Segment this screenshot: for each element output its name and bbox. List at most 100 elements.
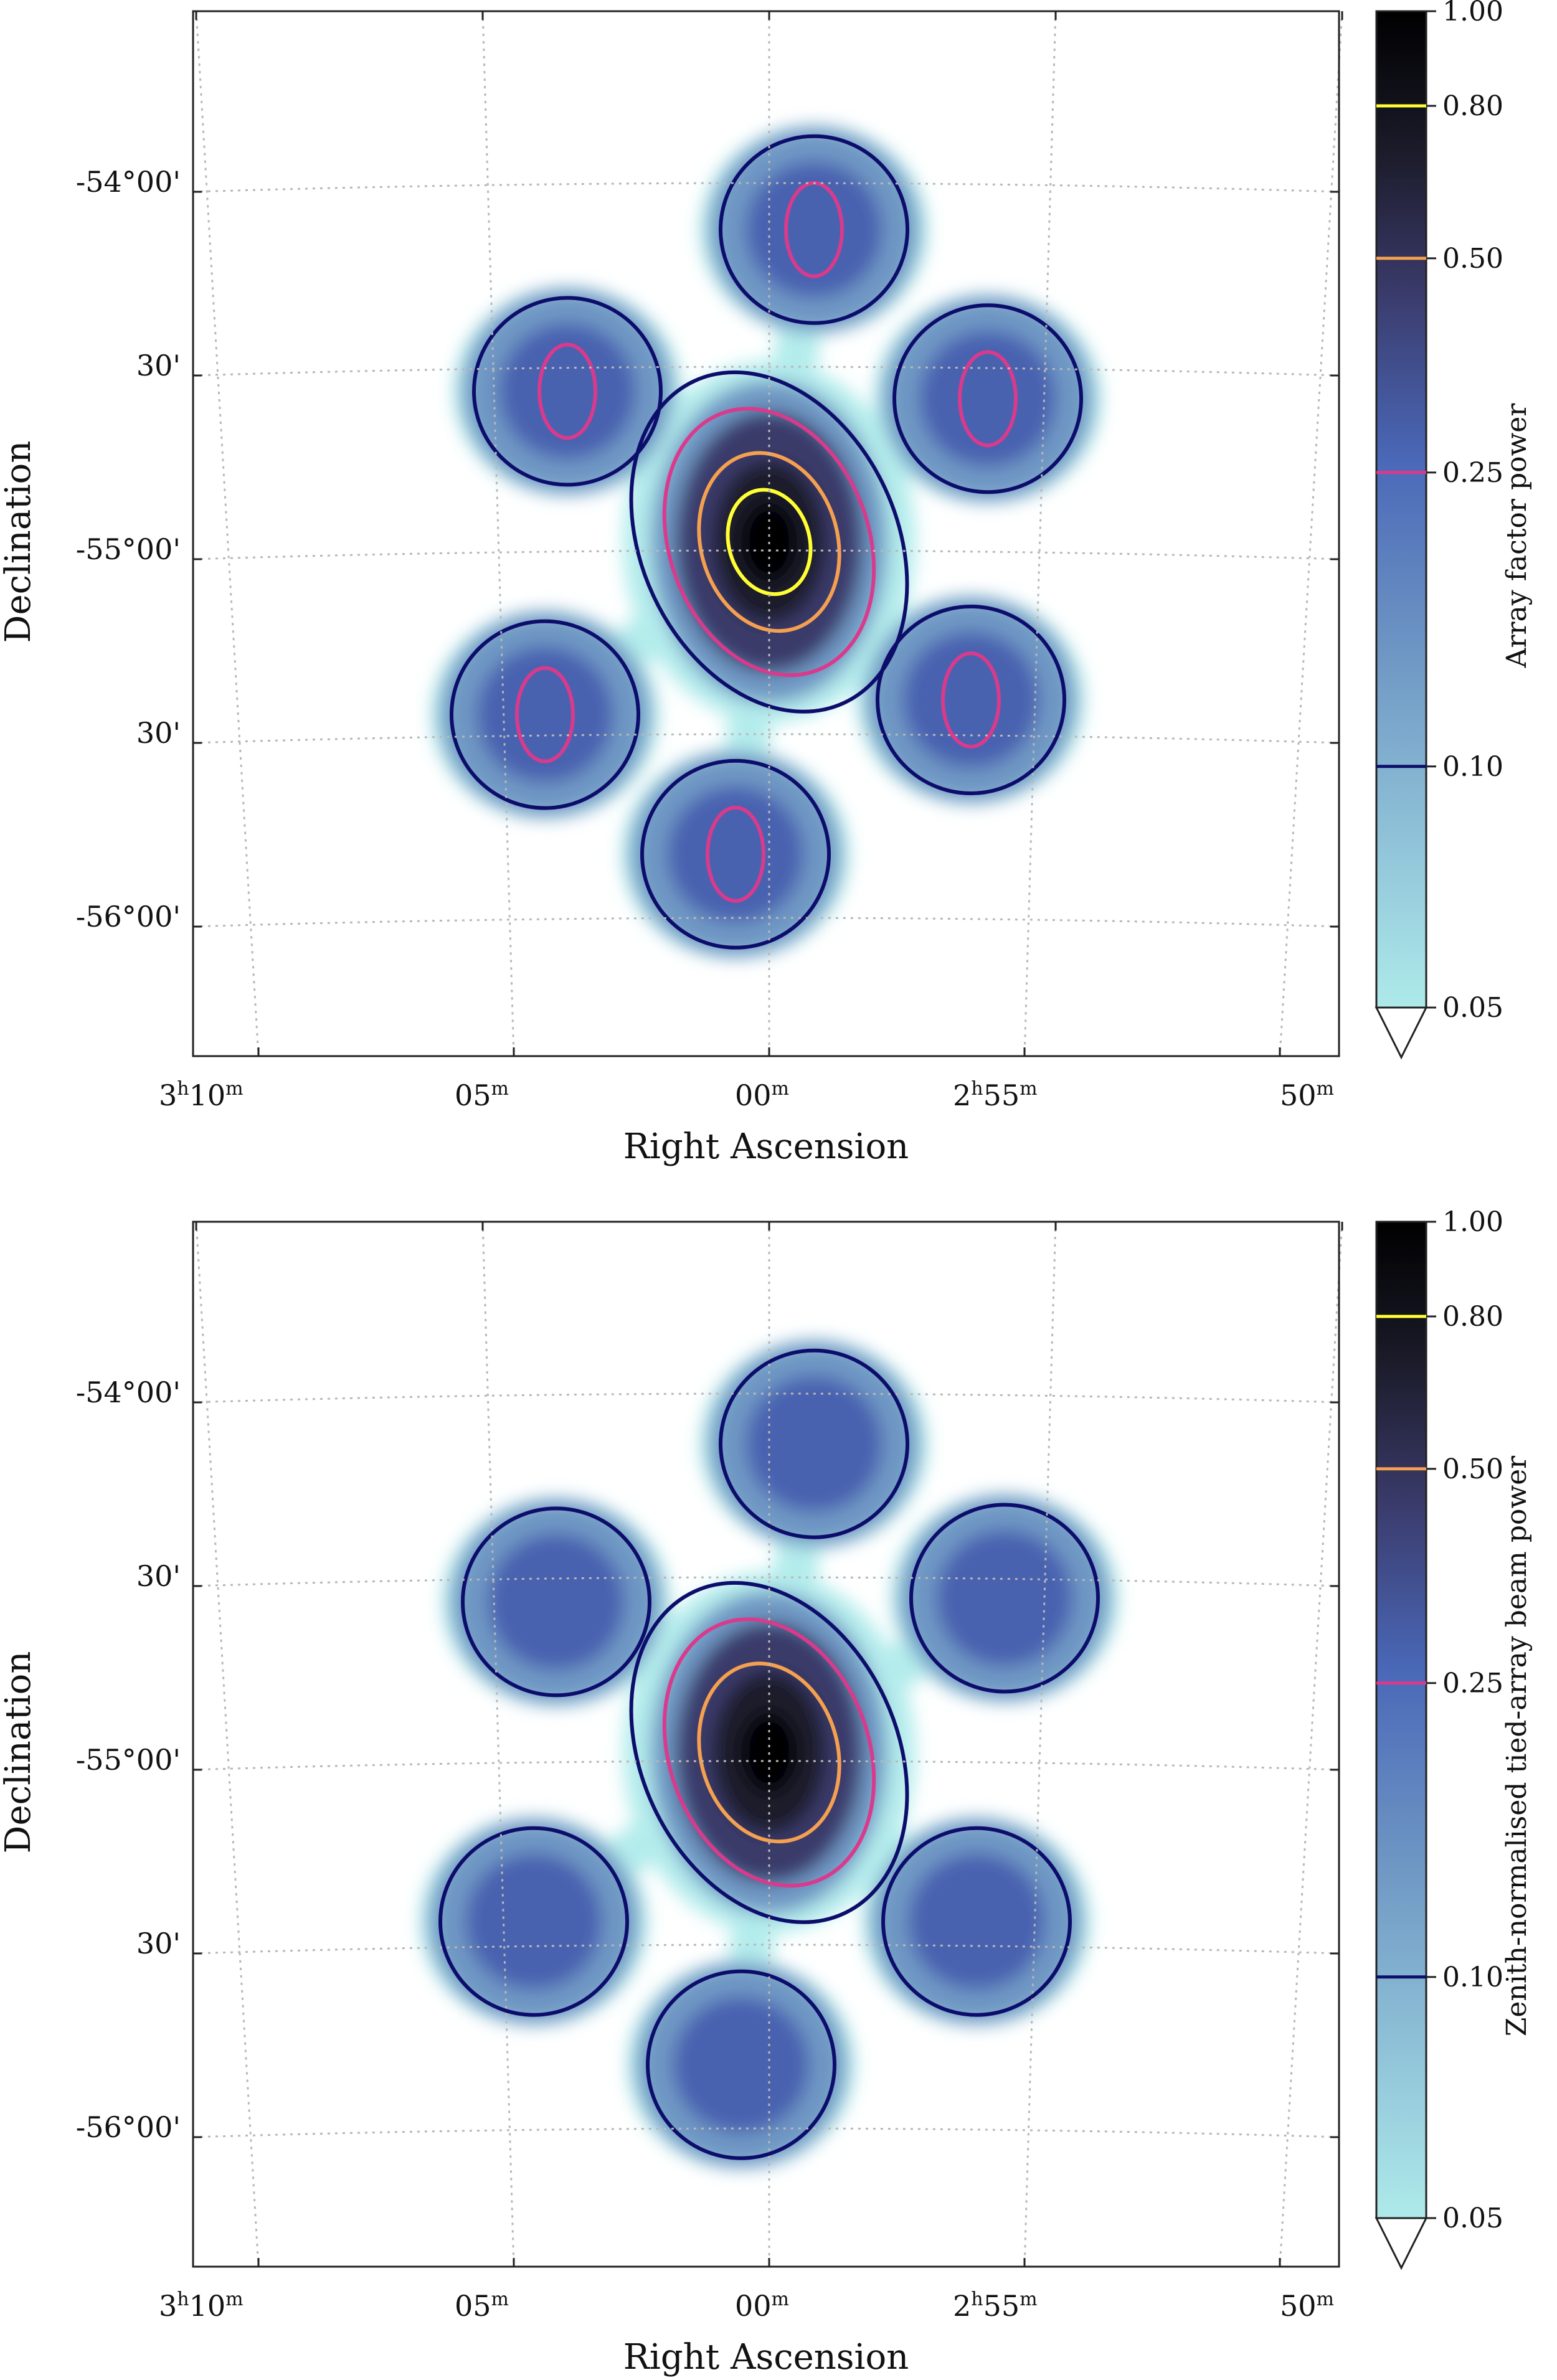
colorbar-frame bbox=[1375, 1221, 1427, 2219]
x-tick-label: 05m bbox=[455, 1078, 509, 1113]
ra-gridline bbox=[481, 1221, 515, 2267]
x-axis-title: Right Ascension bbox=[623, 2337, 909, 2378]
x-tick-labels: 3h10m 05m 00m 2h55m 50m bbox=[159, 2288, 1334, 2323]
colorbar-tick-label: 0.10 bbox=[1442, 1962, 1503, 1993]
colorbar-ticks: 1.00 0.80 0.50 0.25 0.10 0.05 bbox=[1376, 1206, 1503, 2234]
contour-0.10 bbox=[461, 1506, 651, 1698]
lobe-core bbox=[936, 1529, 1073, 1667]
ra-gridline bbox=[1023, 1221, 1057, 2267]
dec-gridline bbox=[192, 366, 1340, 377]
y-axis-title: Declination bbox=[0, 441, 39, 643]
lobe-core bbox=[745, 1375, 883, 1513]
contour-0.10 bbox=[892, 303, 1083, 494]
lobe-core bbox=[673, 1996, 810, 2133]
contour-0.80 bbox=[726, 488, 813, 597]
contour-0.10 bbox=[646, 1969, 836, 2160]
contour-0.25 bbox=[537, 342, 597, 440]
gridlines bbox=[192, 1221, 1343, 2267]
contour-0.10 bbox=[881, 1826, 1072, 2017]
ra-gridline bbox=[1279, 11, 1343, 1057]
panel-array-factor: 3h10m 05m 00m 2h55m 50m -54°00' 30' -55°… bbox=[0, 0, 1533, 1167]
lobe-core bbox=[908, 1853, 1045, 1990]
y-tick-label: -54°00' bbox=[76, 165, 181, 199]
colorbar-tick-label: 1.00 bbox=[1442, 0, 1503, 27]
x-tick-label: 00m bbox=[735, 1078, 789, 1113]
contour-0.25 bbox=[515, 666, 575, 763]
y-tick-label: -55°00' bbox=[76, 532, 181, 566]
heatmap-layer bbox=[430, 125, 1102, 959]
dec-gridline bbox=[192, 1392, 1340, 1404]
lobe-core bbox=[499, 323, 636, 460]
contour-0.25 bbox=[958, 350, 1018, 448]
colorbar-tick-label: 0.50 bbox=[1442, 1453, 1503, 1485]
contour-0.10 bbox=[629, 370, 909, 714]
x-tick-label: 3h10m bbox=[159, 1078, 244, 1113]
contour-0.25 bbox=[941, 651, 1001, 748]
plot-frame bbox=[192, 1221, 1340, 2268]
x-tick-label: 50m bbox=[1280, 1078, 1334, 1113]
y-tick-label: -54°00' bbox=[76, 1376, 181, 1409]
contour-0.10 bbox=[629, 1580, 909, 1924]
colorbar-tick-label: 0.05 bbox=[1442, 992, 1503, 1024]
dec-gridline bbox=[192, 2127, 1340, 2138]
lobe-core bbox=[465, 1853, 602, 1990]
y-tick-label: -56°00' bbox=[76, 2110, 181, 2144]
lobe-core bbox=[902, 631, 1039, 768]
colorbar-frame bbox=[1375, 10, 1427, 1009]
plot-area bbox=[430, 125, 1102, 959]
colorbar: 1.00 0.80 0.50 0.25 0.10 0.05 Zenith-normalis… bbox=[1375, 1206, 1533, 2270]
gridlines bbox=[192, 11, 1343, 1057]
x-tick-label: 2h55m bbox=[953, 1078, 1038, 1113]
y-axis-title: Declination bbox=[0, 1651, 39, 1854]
dec-gridline bbox=[192, 917, 1340, 928]
lobe-core bbox=[919, 330, 1056, 468]
colorbar-tick-label: 0.10 bbox=[1442, 751, 1503, 783]
y-tick-label: -56°00' bbox=[76, 900, 181, 933]
contour-0.10 bbox=[909, 1503, 1100, 1694]
lobe-core bbox=[488, 1533, 625, 1671]
contour-0.25 bbox=[662, 407, 876, 678]
x-tick-label: 05m bbox=[455, 2288, 509, 2323]
contour-0.10 bbox=[472, 296, 663, 487]
lobe-core bbox=[476, 646, 613, 783]
y-tick-label: 30' bbox=[136, 716, 181, 750]
x-tick-labels: 3h10m 05m 00m 2h55m 50m bbox=[159, 1078, 1334, 1113]
colorbar-gradient bbox=[1376, 11, 1426, 1008]
contour-layer bbox=[438, 1348, 1100, 2160]
contour-0.50 bbox=[697, 1661, 841, 1844]
dec-gridline bbox=[192, 549, 1340, 560]
contour-0.10 bbox=[450, 619, 640, 810]
ra-gridline bbox=[1023, 11, 1057, 1057]
lobe-core bbox=[745, 161, 883, 298]
y-tick-label: 30' bbox=[136, 1927, 181, 1960]
colorbar-gradient bbox=[1376, 1222, 1426, 2218]
colorbar-tick-label: 0.50 bbox=[1442, 243, 1503, 275]
panel-tied-array-beam: 3h10m 05m 00m 2h55m 50m -54°00' 30' -55°… bbox=[0, 1206, 1533, 2378]
contour-0.25 bbox=[706, 805, 765, 903]
contour-0.10 bbox=[719, 1348, 909, 1539]
x-tick-label: 2h55m bbox=[953, 2288, 1038, 2323]
y-tick-labels: -54°00' 30' -55°00' 30' -56°00' bbox=[76, 165, 181, 933]
y-tick-label: 30' bbox=[136, 349, 181, 382]
ra-gridline bbox=[195, 11, 260, 1057]
ra-gridline bbox=[1279, 1221, 1343, 2267]
colorbar-title: Zenith-normalised tied-array beam power bbox=[1501, 1455, 1533, 2036]
contour-layer bbox=[450, 134, 1083, 950]
contour-0.25 bbox=[662, 1617, 876, 1888]
dec-gridline bbox=[192, 1760, 1340, 1771]
plot-frame bbox=[192, 10, 1340, 1057]
colorbar-tick-label: 0.25 bbox=[1442, 457, 1503, 489]
x-axis-title: Right Ascension bbox=[623, 1126, 909, 1167]
contour-0.50 bbox=[697, 451, 841, 633]
y-tick-labels: -54°00' 30' -55°00' 30' -56°00' bbox=[76, 1376, 181, 2144]
colorbar-tick-label: 0.80 bbox=[1442, 90, 1503, 122]
dec-gridline bbox=[192, 182, 1340, 193]
dec-gridline bbox=[192, 1576, 1340, 1587]
colorbar: 1.00 0.80 0.50 0.25 0.10 0.05 Array factor po… bbox=[1375, 0, 1533, 1060]
colorbar-extend-min bbox=[1375, 1006, 1428, 1060]
contour-0.10 bbox=[438, 1826, 629, 2017]
ra-gridline bbox=[481, 11, 515, 1057]
colorbar-tick-label: 0.80 bbox=[1442, 1301, 1503, 1333]
y-tick-label: 30' bbox=[136, 1559, 181, 1593]
